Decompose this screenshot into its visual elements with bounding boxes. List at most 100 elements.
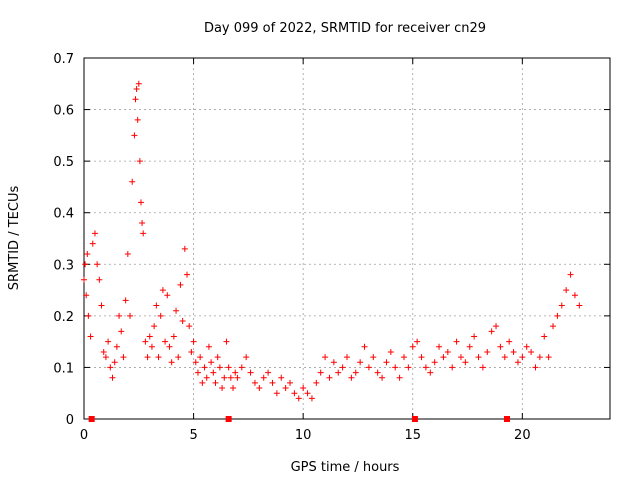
data-point — [181, 245, 188, 252]
data-point — [506, 338, 513, 345]
y-tick-label: 0.1 — [53, 361, 74, 376]
data-point — [134, 116, 141, 123]
data-point — [109, 374, 116, 381]
data-point — [440, 354, 447, 361]
data-point — [365, 364, 372, 371]
data-point — [221, 374, 228, 381]
gridlines — [84, 58, 610, 419]
data-point — [484, 348, 491, 355]
data-point — [475, 354, 482, 361]
data-point — [344, 354, 350, 361]
data-point — [370, 354, 377, 361]
data-point — [550, 323, 557, 330]
data-point — [102, 354, 109, 361]
x-tick-label: 0 — [80, 428, 88, 443]
chart-title: Day 099 of 2022, SRMTID for receiver cn2… — [204, 21, 486, 36]
x-tick-label: 15 — [404, 428, 421, 443]
data-point — [287, 379, 294, 386]
data-point — [83, 292, 90, 299]
y-axis: 0 0.1 0.2 0.3 0.4 0.5 0.6 0.7 — [53, 52, 610, 428]
data-point — [96, 276, 103, 283]
data-point — [219, 385, 226, 392]
data-point — [170, 333, 177, 340]
data-point — [427, 369, 434, 376]
data-point — [379, 374, 386, 381]
data-point — [146, 333, 153, 340]
data-point — [409, 343, 416, 350]
data-point — [124, 250, 131, 257]
data-point — [260, 374, 267, 381]
data-point — [238, 364, 245, 371]
data-point — [89, 240, 96, 247]
data-point — [444, 348, 451, 355]
data-point — [131, 132, 138, 139]
data-point — [493, 323, 500, 330]
data-point — [173, 307, 180, 314]
data-point — [194, 369, 201, 376]
data-point — [418, 354, 425, 361]
data-point — [201, 364, 208, 371]
data-point — [81, 276, 87, 283]
data-point — [567, 271, 574, 278]
data-point — [422, 364, 429, 371]
data-point — [168, 359, 175, 366]
data-point — [188, 348, 195, 355]
data-point — [282, 385, 289, 392]
data-point — [339, 364, 346, 371]
data-point — [295, 395, 302, 402]
data-point — [383, 359, 390, 366]
data-point — [184, 271, 191, 278]
data-point — [122, 297, 129, 304]
data-point — [82, 261, 89, 268]
data-point — [100, 348, 107, 355]
data-point — [431, 359, 438, 366]
data-point — [532, 364, 539, 371]
data-point — [251, 379, 258, 386]
data-point — [265, 369, 272, 376]
data-point — [120, 354, 127, 361]
data-point — [118, 328, 125, 335]
data-point — [107, 364, 114, 371]
data-point — [234, 374, 241, 381]
data-point — [144, 354, 151, 361]
data-point — [94, 261, 101, 268]
data-point — [136, 158, 143, 165]
data-point — [326, 374, 333, 381]
data-point — [127, 312, 134, 319]
x-axis: 0 5 10 15 20 — [80, 58, 531, 443]
data-point — [98, 302, 105, 309]
data-point — [227, 374, 234, 381]
data-point — [230, 385, 237, 392]
data-point — [317, 369, 324, 376]
data-point — [142, 338, 149, 345]
data-point — [335, 369, 342, 376]
data-point — [510, 348, 517, 355]
data-point — [175, 354, 182, 361]
data-point — [313, 379, 320, 386]
data-point — [186, 323, 193, 330]
data-point — [278, 374, 285, 381]
data-point — [192, 359, 199, 366]
data-point — [308, 395, 315, 402]
y-tick-label: 0.4 — [53, 207, 74, 222]
data-point — [256, 385, 263, 392]
data-point — [135, 80, 142, 87]
data-point — [129, 178, 136, 185]
y-axis-label: SRMTID / TECUs — [7, 186, 22, 291]
x-tick-label: 10 — [295, 428, 312, 443]
data-point — [536, 354, 543, 361]
data-point — [87, 333, 94, 340]
data-point — [84, 250, 91, 257]
data-point — [348, 374, 355, 381]
data-point — [153, 302, 160, 309]
data-point — [322, 354, 329, 361]
data-point — [137, 199, 144, 206]
data-point — [462, 359, 469, 366]
data-point — [449, 364, 456, 371]
data-point — [436, 343, 443, 350]
data-point — [166, 343, 173, 350]
bottom-marker — [503, 416, 510, 422]
plot-frame — [83, 57, 611, 420]
data-point — [479, 364, 486, 371]
